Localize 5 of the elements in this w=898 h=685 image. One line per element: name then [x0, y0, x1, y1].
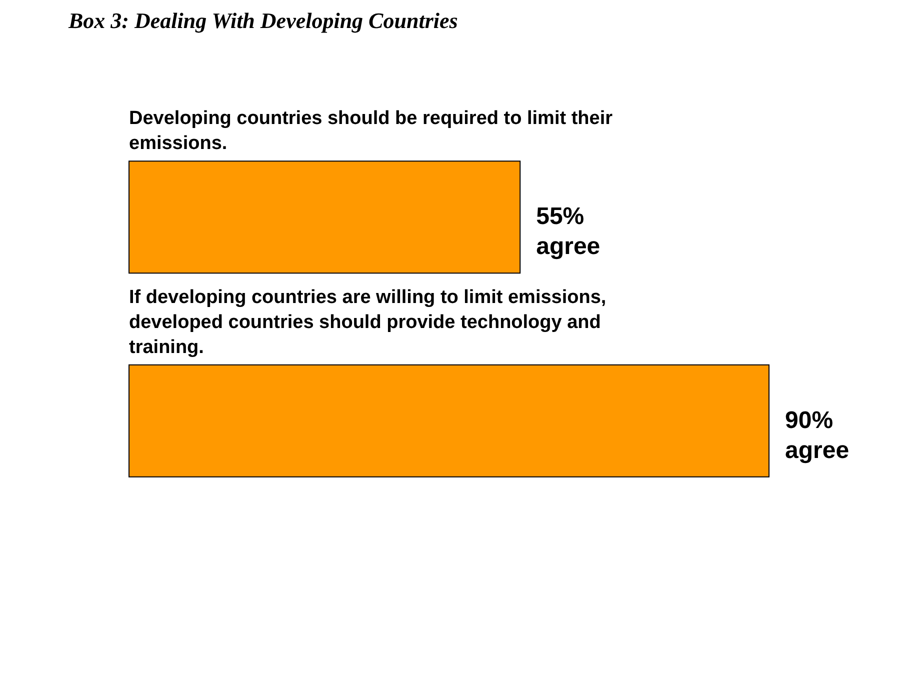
y-tick-label: If developing countries are willing to limit emissions, developed countries should provide technology and training.	[129, 286, 606, 358]
y-tick-label: Developing countries should be required to limit their emissions.	[129, 108, 614, 154]
data-label: 90% agree	[785, 406, 850, 464]
chart-title: Box 3: Dealing With Developing Countries	[68, 8, 458, 33]
data-label: 55% agree	[536, 203, 600, 260]
